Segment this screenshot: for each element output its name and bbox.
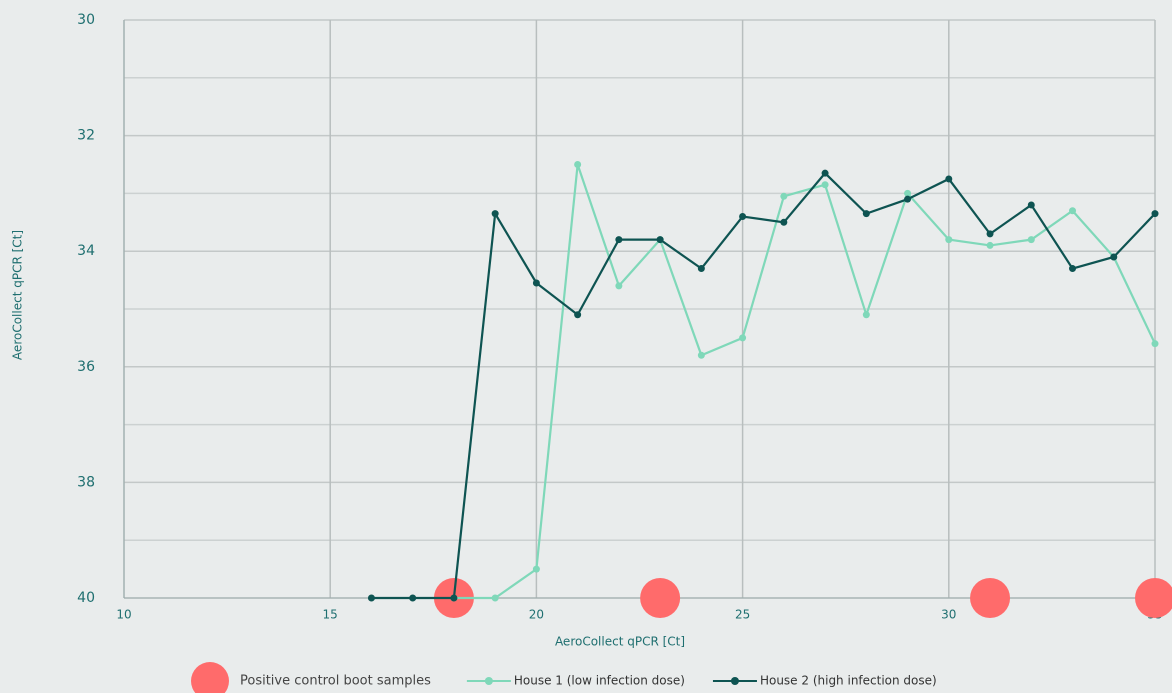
y-tick-label: 30	[77, 12, 95, 28]
legend-label: House 2 (high infection dose)	[760, 674, 937, 688]
point	[862, 210, 870, 218]
point	[1027, 236, 1035, 244]
point	[367, 594, 375, 602]
point	[491, 210, 499, 218]
point	[574, 161, 582, 168]
point	[904, 189, 912, 197]
point	[739, 334, 747, 342]
legend-label: Positive control boot samples	[240, 674, 431, 689]
point	[697, 265, 705, 273]
y-tick-label: 36	[77, 359, 95, 375]
point	[780, 192, 788, 200]
y-tick-label: 34	[77, 243, 95, 259]
y-tick-label: 40	[77, 590, 95, 606]
x-tick-label: 30	[941, 608, 956, 622]
point	[1027, 201, 1035, 209]
point	[409, 594, 417, 602]
point	[1151, 340, 1159, 348]
point	[862, 311, 870, 319]
series-line	[453, 164, 1156, 600]
legend-marker	[730, 677, 739, 685]
point	[574, 311, 582, 319]
point	[697, 351, 705, 359]
legend-item: House 2 (high infection dose)	[712, 674, 937, 688]
point	[450, 594, 458, 602]
x-tick-label: 15	[323, 608, 338, 622]
point	[821, 181, 829, 189]
legend-item: House 1 (low infection dose)	[466, 674, 685, 688]
point	[615, 236, 623, 244]
point	[656, 236, 664, 244]
point	[780, 218, 788, 226]
control-marker	[970, 578, 1011, 618]
point	[1069, 207, 1077, 215]
y-tick-label: 38	[77, 474, 95, 490]
x-axis-label: AeroCollect qPCR [Ct]	[555, 635, 685, 649]
legend-marker	[191, 662, 229, 693]
legend-label: House 1 (low infection dose)	[514, 674, 685, 688]
point	[532, 565, 540, 573]
point	[986, 241, 994, 249]
legend-item: Positive control boot samples	[191, 662, 431, 693]
point	[1110, 253, 1118, 261]
y-tick-label: 32	[77, 128, 95, 144]
point	[821, 169, 829, 177]
point	[532, 279, 540, 287]
x-tick-label: 10	[116, 608, 131, 622]
y-axis-label: AeroCollect qPCR [Ct]	[11, 230, 25, 360]
control-marker	[640, 578, 681, 618]
point	[491, 594, 499, 602]
point	[986, 230, 994, 238]
point	[945, 236, 953, 244]
legend-marker	[484, 677, 493, 685]
x-tick-label: 25	[735, 608, 750, 622]
control-marker	[1135, 578, 1172, 618]
point	[1151, 210, 1159, 218]
x-tick-label: 20	[529, 608, 544, 622]
series-line	[371, 171, 1156, 600]
point	[904, 195, 912, 203]
point	[615, 282, 623, 290]
point	[1069, 265, 1077, 273]
point	[739, 213, 747, 221]
point	[945, 175, 953, 183]
